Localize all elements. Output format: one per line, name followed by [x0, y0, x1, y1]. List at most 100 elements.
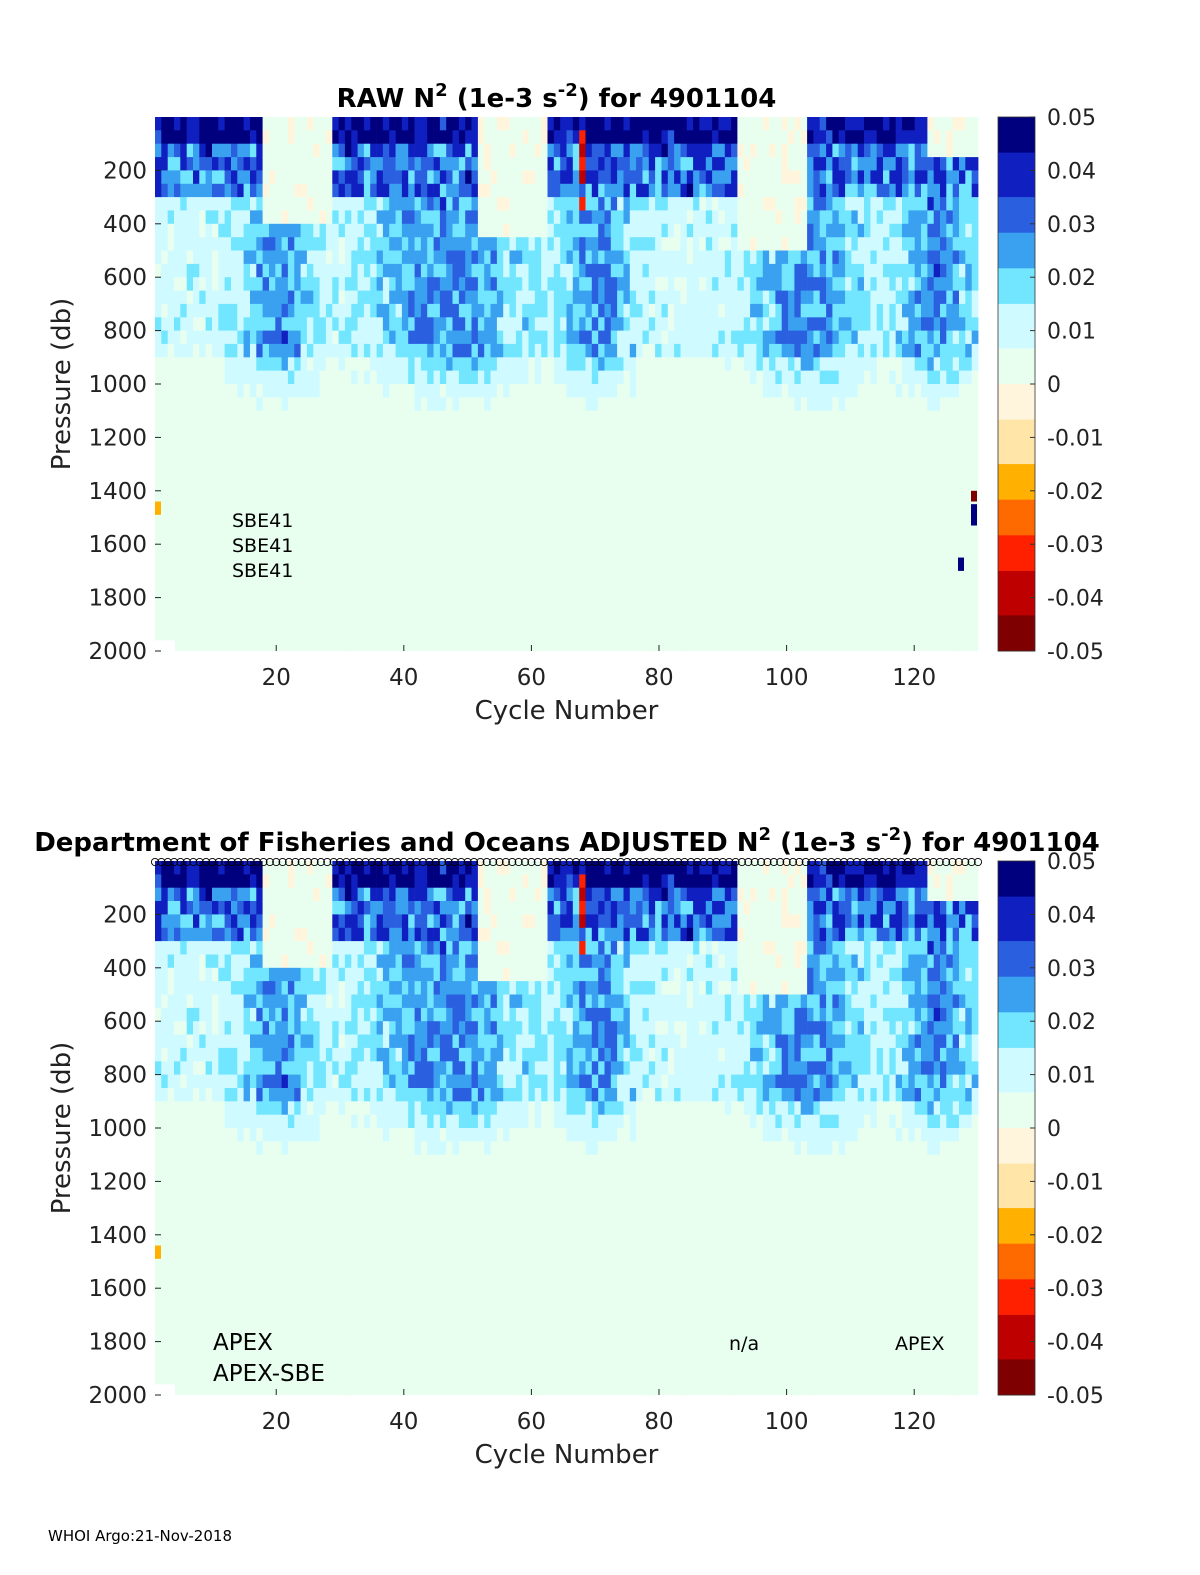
heatmap-cell [370, 263, 377, 278]
heatmap-cell [477, 170, 485, 185]
heatmap-cell [300, 117, 308, 131]
heatmap-cell [180, 130, 187, 145]
heatmap-cell [174, 1154, 181, 1169]
heatmap-cell [883, 183, 890, 198]
heatmap-cell [579, 597, 586, 612]
heatmap-cell [446, 330, 453, 345]
heatmap-cell [256, 1021, 263, 1035]
heatmap-cell [769, 130, 776, 145]
heatmap-cell [325, 981, 333, 995]
heatmap-cell [946, 597, 953, 612]
heatmap-cell [161, 250, 168, 265]
heatmap-cell [382, 277, 390, 291]
heatmap-cell [458, 397, 466, 412]
heatmap-cell [648, 130, 656, 145]
heatmap-cell [300, 1154, 308, 1169]
heatmap-cell [946, 437, 953, 452]
heatmap-cell [864, 237, 871, 251]
heatmap-cell [534, 370, 542, 385]
heatmap-cell [623, 303, 631, 318]
colorbar-swatch [998, 579, 1035, 590]
heatmap-cell [294, 197, 301, 211]
heatmap-cell [585, 170, 593, 185]
heatmap-cell [357, 437, 365, 452]
heatmap-cell [769, 584, 776, 599]
heatmap-cell [300, 424, 308, 438]
heatmap-cell [712, 117, 719, 131]
heatmap-cell [357, 1074, 365, 1089]
heatmap-cell [515, 370, 523, 385]
heatmap-cell [452, 143, 460, 158]
heatmap-cell [655, 437, 662, 452]
heatmap-cell [332, 410, 339, 425]
heatmap-cell [496, 183, 504, 198]
heatmap-cell [389, 357, 396, 372]
heatmap-cell [534, 290, 542, 305]
heatmap-cell [781, 143, 789, 158]
heatmap-cell [876, 424, 884, 438]
heatmap-cell [566, 370, 574, 385]
heatmap-cell [420, 343, 428, 358]
heatmap-cell [769, 370, 776, 385]
heatmap-cell [363, 183, 371, 198]
heatmap-cell [205, 1221, 213, 1236]
heatmap-cell [921, 143, 928, 158]
heatmap-cell [275, 861, 282, 875]
heatmap-cell [965, 197, 972, 211]
heatmap-cell [902, 303, 909, 318]
heatmap-cell [363, 1221, 371, 1236]
heatmap-cell [395, 887, 403, 902]
heatmap-cell [629, 303, 637, 318]
heatmap-cell [667, 343, 675, 358]
heatmap-cell [636, 130, 643, 145]
heatmap-cell [231, 1234, 238, 1249]
heatmap-cell [553, 117, 561, 131]
heatmap-cell [731, 437, 738, 452]
heatmap-cell [357, 183, 365, 198]
heatmap-cell [914, 357, 922, 372]
heatmap-cell [807, 277, 814, 291]
heatmap-cell [819, 303, 827, 318]
heatmap-cell [281, 1141, 289, 1156]
heatmap-cell [294, 290, 301, 305]
heatmap-cell [946, 410, 953, 425]
heatmap-cell [332, 1208, 339, 1222]
heatmap-cell [705, 437, 713, 452]
heatmap-cell [845, 210, 852, 225]
heatmap-cell [287, 914, 295, 929]
heatmap-cell [256, 130, 263, 145]
heatmap-cell [553, 544, 561, 558]
heatmap-cell [832, 330, 840, 345]
heatmap-cell [661, 450, 669, 465]
heatmap-cell [231, 1114, 238, 1129]
heatmap-cell [414, 303, 422, 318]
heatmap-cell [319, 941, 327, 955]
heatmap-cell [965, 290, 972, 305]
heatmap-cell [395, 450, 403, 465]
heatmap-cell [401, 277, 409, 291]
heatmap-cell [743, 250, 751, 265]
heatmap-cell [845, 437, 852, 452]
heatmap-cell [231, 197, 238, 211]
heatmap-cell [458, 143, 466, 158]
heatmap-cell [902, 384, 909, 398]
heatmap-cell [414, 410, 422, 425]
heatmap-cell [313, 263, 320, 278]
heatmap-cell [522, 237, 529, 251]
heatmap-cell [433, 157, 441, 171]
heatmap-cell [161, 263, 168, 278]
heatmap-cell [642, 197, 650, 211]
heatmap-cell [471, 370, 479, 385]
heatmap-cell [921, 357, 928, 372]
heatmap-cell [275, 1194, 282, 1209]
heatmap-cell [300, 981, 308, 995]
heatmap-cell [908, 250, 916, 265]
heatmap-cell [325, 130, 333, 145]
heatmap-cell [161, 397, 168, 412]
heatmap-cell [351, 317, 358, 332]
heatmap-cell [395, 117, 403, 131]
heatmap-cell [775, 357, 783, 372]
heatmap-cell [769, 317, 776, 332]
heatmap-cell [357, 1088, 365, 1102]
heatmap-cell [161, 914, 168, 929]
